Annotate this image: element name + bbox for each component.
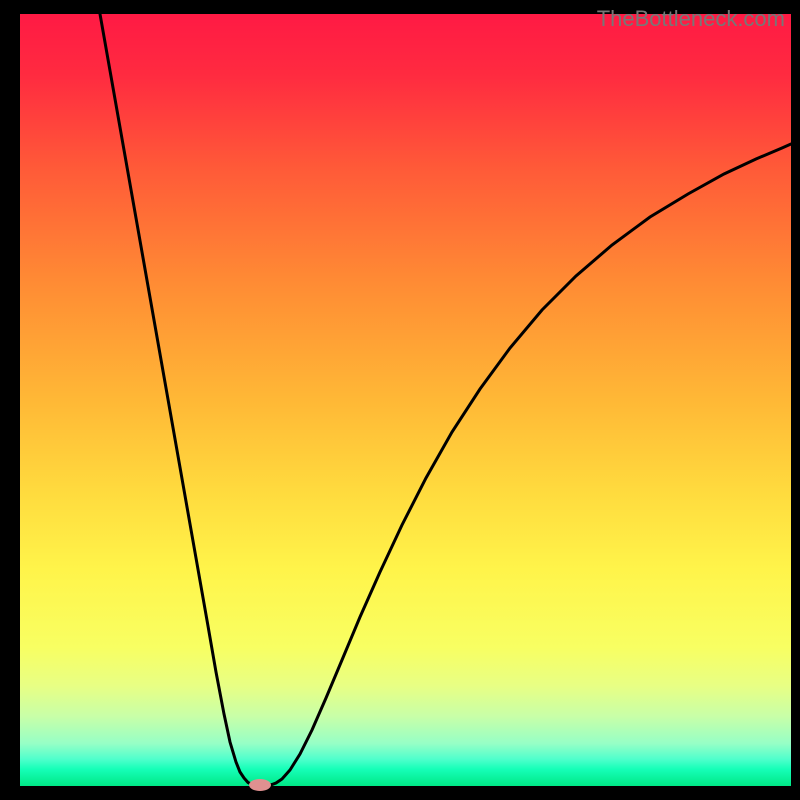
watermark-text: TheBottleneck.com — [597, 6, 785, 32]
chart-container: TheBottleneck.com — [0, 0, 800, 800]
optimum-marker — [249, 779, 271, 791]
curve-line — [20, 14, 791, 786]
plot-area — [20, 14, 791, 786]
